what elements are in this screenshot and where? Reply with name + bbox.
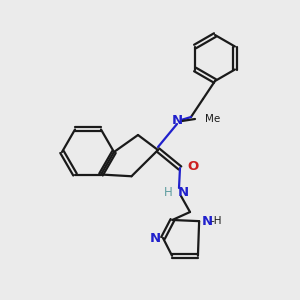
Text: H: H — [164, 185, 172, 199]
Text: O: O — [187, 160, 198, 173]
Text: N: N — [202, 214, 213, 228]
Text: Me: Me — [205, 114, 220, 124]
Text: N: N — [171, 115, 183, 128]
Text: -H: -H — [210, 216, 222, 226]
Text: N: N — [178, 185, 189, 199]
Text: N: N — [149, 232, 161, 244]
